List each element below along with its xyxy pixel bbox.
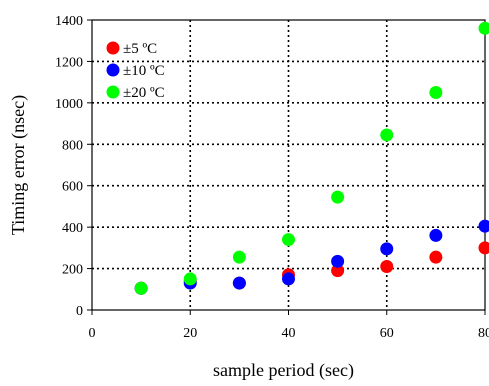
y-tick-label: 1400: [55, 14, 83, 29]
y-tick-label: 1000: [55, 97, 83, 112]
data-points: [135, 22, 489, 295]
data-point-series-3: [479, 22, 489, 35]
y-tick-label: 200: [62, 263, 83, 278]
data-point-series-1: [380, 260, 393, 273]
legend: ±5 ºC ±10 ºC ±20 ºC: [107, 41, 165, 101]
x-axis-label: sample period (sec): [213, 360, 354, 381]
data-point-series-3: [380, 128, 393, 141]
x-tick-label: 20: [183, 326, 197, 341]
data-point-series-2: [331, 255, 344, 268]
y-tick-label: 800: [62, 138, 83, 153]
data-point-series-3: [282, 233, 295, 246]
y-tick-label: 600: [62, 180, 83, 195]
data-point-series-1: [429, 251, 442, 264]
data-point-series-2: [233, 277, 246, 290]
data-point-series-3: [135, 282, 148, 295]
legend-marker: [107, 86, 120, 99]
x-tick-label: 0: [89, 326, 96, 341]
data-point-series-2: [282, 272, 295, 285]
legend-label: ±5 ºC: [123, 41, 157, 57]
x-tick-label: 80: [478, 326, 489, 341]
data-point-series-3: [184, 272, 197, 285]
legend-marker: [107, 64, 120, 77]
legend-marker: [107, 42, 120, 55]
data-point-series-2: [380, 242, 393, 255]
y-tick-label: 1200: [55, 55, 83, 70]
data-point-series-2: [429, 229, 442, 242]
y-axis-label: Timing error (nsec): [8, 95, 29, 235]
legend-label: ±20 ºC: [123, 85, 165, 101]
data-point-series-3: [331, 191, 344, 204]
x-tick-label: 40: [282, 326, 296, 341]
legend-label: ±10 ºC: [123, 63, 165, 79]
data-point-series-2: [479, 220, 489, 233]
data-point-series-3: [429, 86, 442, 99]
y-tick-label: 0: [76, 304, 83, 319]
x-axis-ticks: 0 20 40 60 80: [89, 310, 489, 341]
x-tick-label: 60: [380, 326, 394, 341]
data-point-series-3: [233, 251, 246, 264]
y-tick-label: 400: [62, 221, 83, 236]
y-axis-ticks: 0 200 400 600 800 1000 1200 1400: [55, 14, 92, 319]
data-point-series-1: [479, 241, 489, 254]
